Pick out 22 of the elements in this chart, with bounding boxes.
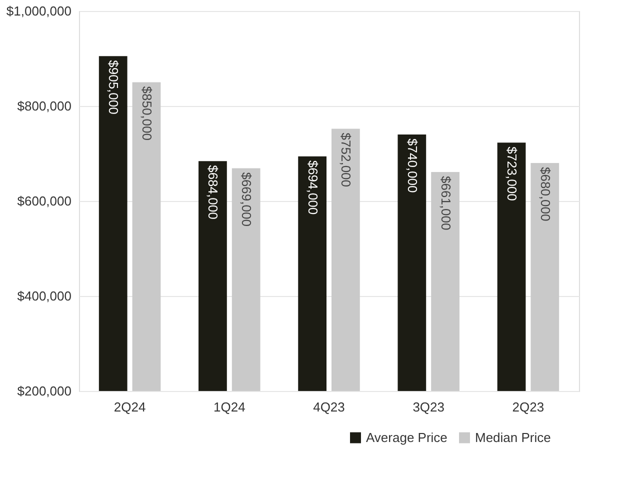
data-label: $680,000 [538,167,553,222]
data-label: $669,000 [239,172,254,226]
data-label: $752,000 [338,132,354,188]
data-label: $661,000 [438,176,454,230]
legend-label: Average Price [366,430,448,445]
y-tick-label: $200,000 [17,384,72,398]
y-tick-label: $1,000,000 [6,4,72,18]
x-tick-label: 4Q23 [313,400,345,414]
legend-label: Median Price [475,430,551,445]
y-tick-label: $400,000 [17,288,72,304]
x-tick-label: 2Q24 [114,400,146,414]
data-label: $723,000 [504,146,520,201]
data-label: $905,000 [106,60,122,114]
data-label: $850,000 [139,86,154,140]
y-tick-label: $600,000 [17,194,72,208]
x-tick-label: 2Q23 [512,400,544,414]
x-tick-label: 1Q24 [213,400,246,414]
data-label: $740,000 [404,138,420,193]
x-tick-label: 3Q23 [412,400,445,414]
data-label: $694,000 [305,160,320,215]
y-tick-label: $800,000 [17,98,72,114]
data-label: $684,000 [206,165,221,220]
